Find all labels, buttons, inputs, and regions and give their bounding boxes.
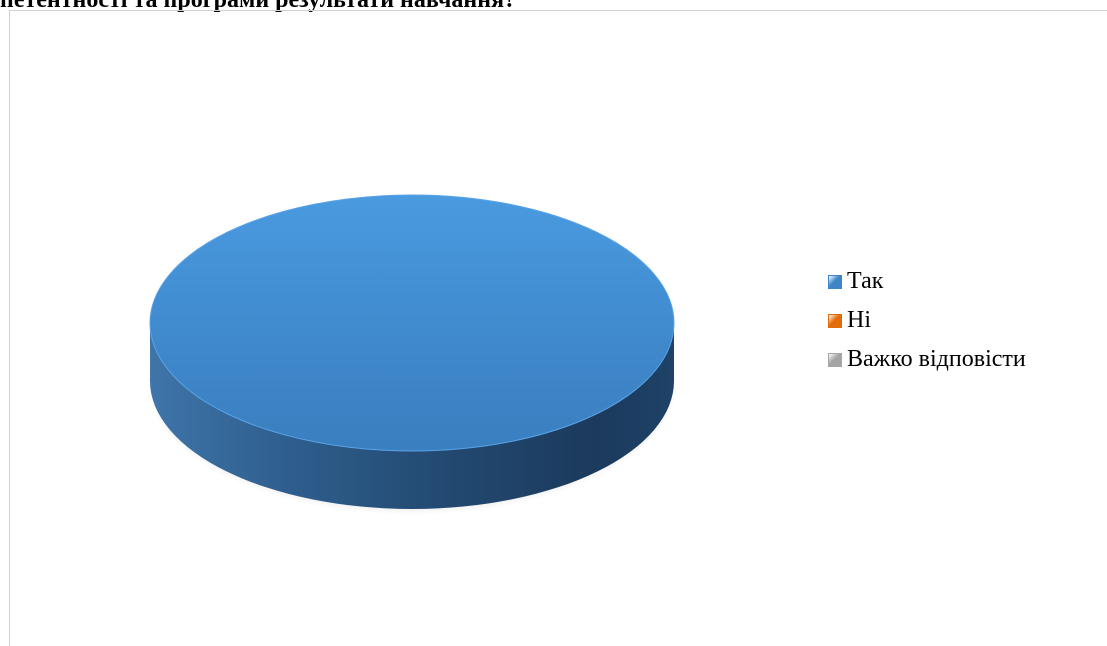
chart-legend: Так Ні Важко відповісти (828, 262, 1026, 379)
question-heading: петентності та програми результати навча… (0, 0, 517, 13)
legend-item: Важко відповісти (828, 340, 1026, 379)
chart-frame (9, 10, 1107, 646)
legend-swatch (828, 274, 842, 289)
legend-swatch (828, 352, 842, 367)
pie-slice-так-side (150, 323, 674, 509)
legend-swatch (828, 313, 842, 328)
legend-item: Так (828, 262, 1026, 301)
legend-label: Ні (847, 307, 871, 333)
legend-label: Так (847, 268, 884, 294)
legend-item: Ні (828, 301, 1026, 340)
legend-label: Важко відповісти (847, 346, 1026, 372)
pie-slice-так (149, 194, 675, 452)
